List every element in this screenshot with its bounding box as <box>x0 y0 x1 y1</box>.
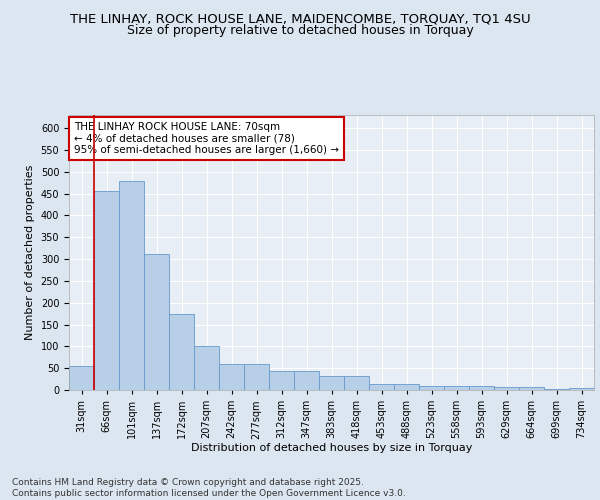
Text: THE LINHAY ROCK HOUSE LANE: 70sqm
← 4% of detached houses are smaller (78)
95% o: THE LINHAY ROCK HOUSE LANE: 70sqm ← 4% o… <box>74 122 339 155</box>
Bar <box>369 384 394 390</box>
Bar <box>269 371 294 390</box>
Bar <box>419 386 444 390</box>
Text: THE LINHAY, ROCK HOUSE LANE, MAIDENCOMBE, TORQUAY, TQ1 4SU: THE LINHAY, ROCK HOUSE LANE, MAIDENCOMBE… <box>70 12 530 26</box>
Bar <box>219 364 244 390</box>
Bar <box>169 314 194 390</box>
Bar <box>144 254 169 390</box>
Bar <box>69 366 94 390</box>
Bar <box>94 190 119 390</box>
X-axis label: Distribution of detached houses by size in Torquay: Distribution of detached houses by size … <box>191 442 472 452</box>
Bar <box>294 371 319 390</box>
Bar <box>344 376 369 390</box>
Bar <box>569 388 594 390</box>
Text: Contains HM Land Registry data © Crown copyright and database right 2025.
Contai: Contains HM Land Registry data © Crown c… <box>12 478 406 498</box>
Bar <box>319 376 344 390</box>
Bar <box>244 364 269 390</box>
Bar <box>394 384 419 390</box>
Bar <box>444 386 469 390</box>
Bar <box>494 388 519 390</box>
Y-axis label: Number of detached properties: Number of detached properties <box>25 165 35 340</box>
Bar <box>469 386 494 390</box>
Bar <box>519 386 544 390</box>
Text: Size of property relative to detached houses in Torquay: Size of property relative to detached ho… <box>127 24 473 37</box>
Bar <box>119 182 144 390</box>
Bar <box>194 346 219 390</box>
Bar <box>544 388 569 390</box>
